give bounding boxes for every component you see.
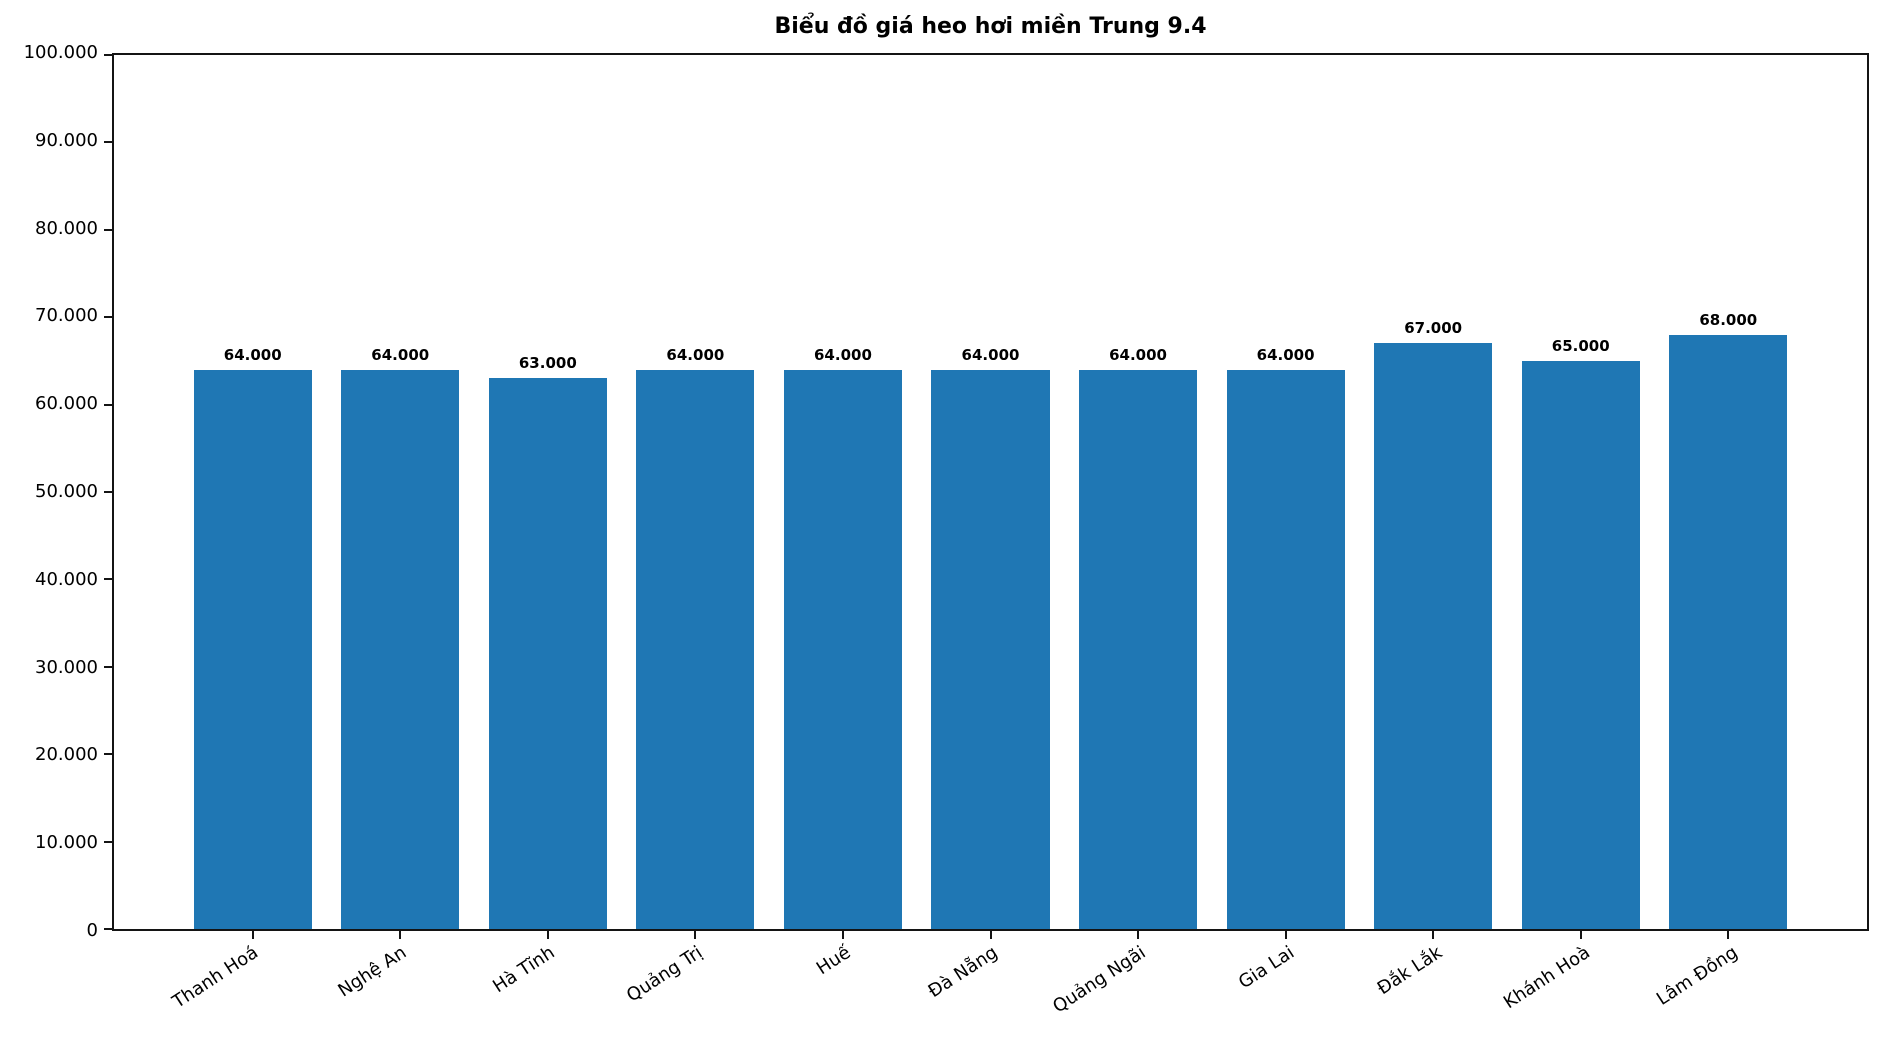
bar-value-label: 64.000 [1256,345,1315,364]
bar [1669,334,1788,929]
bar-value-label: 68.000 [1699,310,1758,329]
x-tick-mark [399,931,402,939]
x-tick-mark [1579,931,1582,939]
y-tick-label: 80.000 [35,217,98,239]
bar-value-label: 64.000 [1109,345,1167,364]
x-tick-label: Gia Lai [1234,942,1298,994]
bar [488,378,607,929]
bar-value-label: 63.000 [518,354,577,373]
x-tick-mark [546,931,549,939]
y-tick-mark [104,753,112,756]
bar [931,369,1050,929]
bar [1521,360,1640,929]
y-tick-label: 20.000 [35,744,98,766]
y-axis: 0 10.000 20.000 30.000 40.000 50.000 60.000 70.… [0,44,98,940]
bar [636,369,755,929]
y-tick-mark [104,403,112,406]
y-tick-mark [104,840,112,843]
y-tick-label: 90.000 [35,129,98,151]
bar-value-label: 65.000 [1551,336,1610,355]
y-tick-mark [104,665,112,668]
y-tick-label: 100.000 [23,42,98,63]
y-tick-label: 60.000 [35,393,98,415]
x-tick-label: Nghệ An [334,942,411,1002]
x-tick-label: Đắk Lắk [1373,942,1446,1000]
x-tick-mark [1432,931,1435,939]
bar-value-label: 67.000 [1404,319,1463,338]
bar [1226,369,1345,929]
bar-value-label: 64.000 [666,345,725,364]
bar-value-label: 64.000 [371,345,430,364]
y-tick-mark [104,928,112,930]
y-tick-label: 50.000 [35,481,98,502]
y-tick-label: 40.000 [35,568,98,590]
bar-value-label: 64.000 [813,345,872,364]
x-tick-label: Huế [812,942,855,980]
bar [1374,343,1493,929]
bar-value-label: 64.000 [961,345,1020,364]
x-tick-label: Đà Nẵng [925,942,1002,1003]
x-tick-mark [1137,931,1140,939]
y-tick-mark [104,316,112,319]
y-tick-label: 70.000 [35,305,98,327]
x-axis: Thanh Hoá Nghệ An Hà Tĩnh Quảng Trị Huế Đà Nẵ… [112,942,1869,1042]
bar [1079,369,1198,929]
x-tick-label: Thanh Hoá [169,942,263,1013]
y-tick-label: 30.000 [35,656,98,678]
x-tick-label: Quảng Ngãi [1049,942,1150,1018]
x-tick-label: Khánh Hoà [1499,942,1594,1014]
bar [783,369,902,929]
x-tick-label: Quảng Trị [622,942,707,1007]
y-tick-label: 0 [86,920,98,941]
y-tick-mark [104,578,112,581]
x-tick-mark [694,931,697,939]
y-tick-label: 10.000 [35,832,98,854]
y-tick-mark [104,228,112,231]
chart-title: Biểu đồ giá heo hơi miền Trung 9.4 [774,14,1207,39]
plot-area: 64.000 64.000 63.000 64.000 64.000 64.000 64.0… [104,53,1869,939]
x-tick-mark [251,931,254,939]
bar-value-label: 64.000 [223,345,282,364]
x-tick-mark [1284,931,1287,939]
y-tick-mark [104,54,112,56]
y-tick-mark [104,141,112,144]
y-tick-mark [104,491,112,493]
bar [193,369,312,929]
x-tick-label: Lâm Đồng [1652,942,1742,1010]
x-tick-label: Hà Tĩnh [488,942,559,998]
x-tick-mark [1727,931,1730,939]
x-tick-mark [841,931,844,939]
x-tick-mark [989,931,992,939]
bar [341,369,460,929]
